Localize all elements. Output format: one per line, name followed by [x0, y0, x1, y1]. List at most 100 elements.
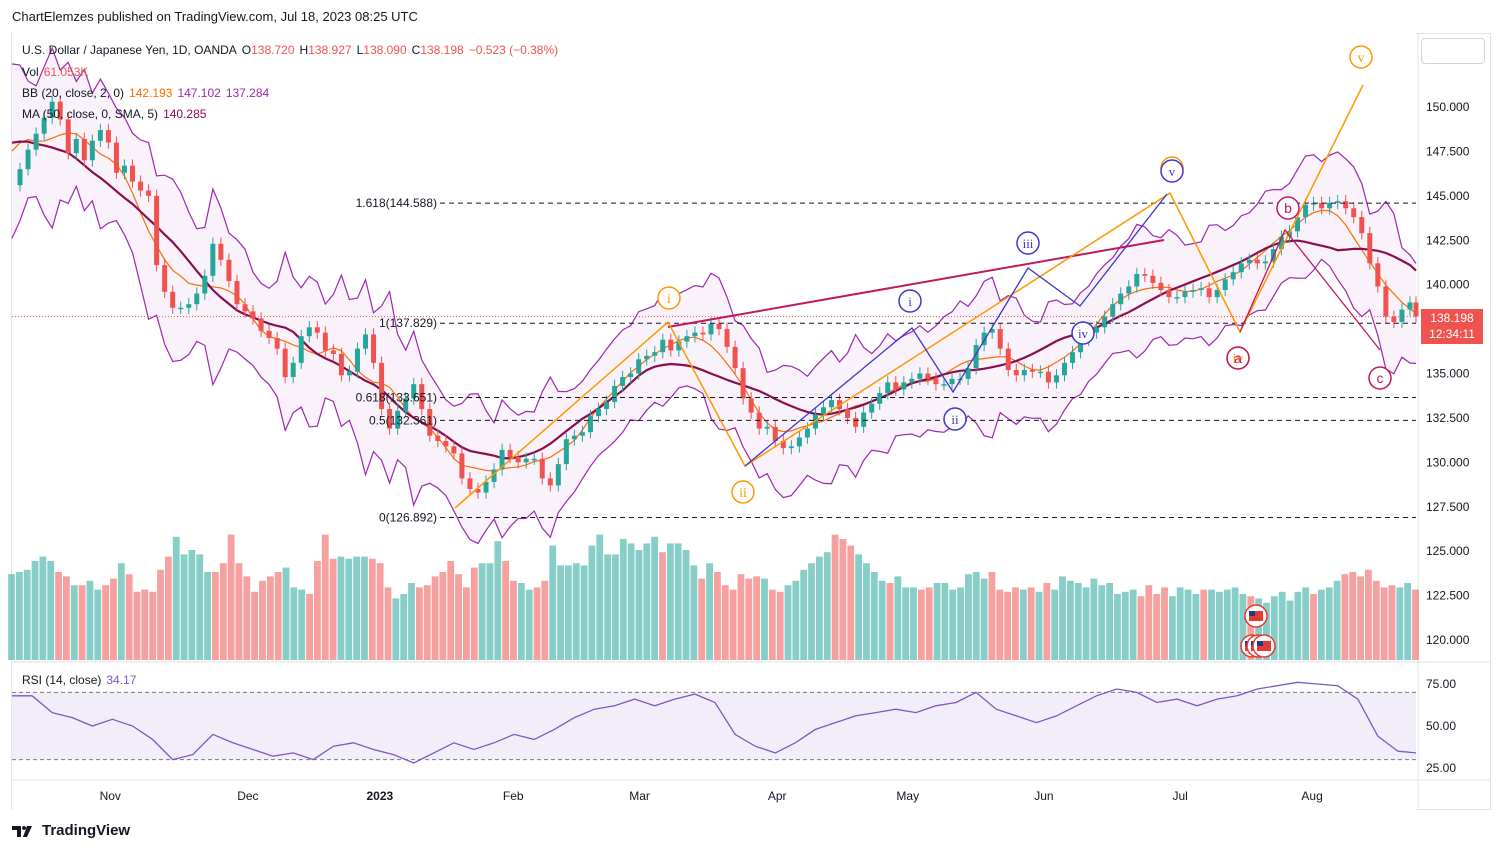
volume-bar [925, 587, 933, 660]
x-tick-label: Feb [503, 789, 524, 803]
candle-body [1134, 274, 1140, 287]
candle-body [1078, 339, 1084, 353]
candle-body [105, 130, 111, 143]
wave-label-circle [1368, 366, 1392, 390]
candle-body [885, 382, 891, 394]
volume-bar [23, 569, 31, 660]
legend-o-label: O [241, 43, 252, 57]
volume-bar [133, 591, 141, 660]
candle-body [901, 382, 907, 390]
bb-upper-line [11, 46, 1417, 425]
volume-bar [580, 565, 588, 660]
volume-bar [784, 585, 792, 660]
y-tick-label: 130.000 [1426, 455, 1470, 469]
x-tick-label: Jun [1034, 789, 1053, 803]
candle-body [314, 327, 320, 333]
candle-body [692, 332, 698, 337]
volume-bar [525, 589, 533, 660]
volume-bar [463, 587, 470, 660]
volume-bar [1247, 596, 1255, 660]
candle-body [1094, 327, 1100, 333]
candle-body [700, 332, 706, 335]
price-scale-button[interactable] [1421, 38, 1485, 64]
volume-bar [557, 565, 564, 660]
volume-bar [1082, 587, 1090, 660]
fib-level-label: 1.618(144.588) [356, 196, 437, 210]
candle-body [1142, 274, 1148, 276]
wave-label: c [1377, 370, 1384, 386]
candle-body [1343, 201, 1349, 209]
volume-bar [541, 580, 549, 660]
candle-body [411, 384, 417, 399]
wave-label-circle [1349, 45, 1373, 69]
candle-body [620, 377, 626, 386]
candle-body [379, 362, 385, 410]
volume-bar [423, 585, 431, 660]
ma-line [11, 140, 1417, 460]
volume-bar [1263, 602, 1270, 660]
candle-body [218, 243, 224, 260]
candle-body [1262, 261, 1268, 264]
candle-body [612, 385, 618, 402]
bb-fill [12, 48, 1416, 544]
volume-bar [917, 589, 925, 660]
volume-bar [282, 567, 290, 660]
wave-channel-line [667, 239, 1165, 328]
candle-body [1005, 348, 1011, 370]
volume-bar [674, 543, 682, 660]
volume-bar [1404, 583, 1412, 660]
candle-body [1238, 263, 1244, 273]
candle-body [499, 449, 505, 470]
candle-body [917, 373, 923, 379]
candle-body [796, 437, 802, 447]
volume-bar [274, 572, 282, 660]
volume-bar [86, 580, 94, 660]
candle-body [1311, 202, 1317, 205]
candle-body [877, 393, 883, 404]
volume-bar [1066, 580, 1074, 660]
candle-body [1367, 233, 1373, 264]
candle-body [587, 416, 593, 433]
volume-bar [690, 565, 698, 660]
volume-bar [55, 572, 62, 660]
candle-body [65, 119, 71, 154]
candle-body [121, 165, 127, 173]
candle-body [234, 281, 240, 305]
legend-open: 138.720 [251, 43, 295, 57]
volume-bar [1302, 587, 1310, 660]
volume-bar [753, 576, 761, 660]
candle-body [1351, 208, 1357, 218]
candle-body [684, 336, 690, 342]
candle-body [346, 371, 352, 376]
candle-body [981, 332, 987, 346]
candle-body [596, 409, 602, 417]
volume-bar [1106, 583, 1114, 660]
volume-bar [721, 585, 729, 660]
volume-bar [345, 558, 353, 660]
candle-body [178, 307, 184, 310]
candle-body [483, 481, 489, 493]
wave-label: iv [1078, 326, 1089, 341]
candle-body [1045, 371, 1051, 383]
volume-bar [619, 539, 627, 660]
volume-bar [996, 589, 1004, 660]
volume-bar [39, 556, 47, 660]
legend-l-label: L [356, 43, 364, 57]
tradingview-brand[interactable]: TradingView [12, 822, 130, 839]
candle-body [893, 382, 899, 390]
wave-label-circle [1160, 159, 1184, 183]
legend-high: 138.927 [308, 43, 352, 57]
candle-body [909, 378, 915, 383]
x-tick-label: Apr [768, 789, 787, 803]
volume-bar [792, 580, 800, 660]
candle-body [33, 133, 39, 150]
candle-body [660, 339, 666, 353]
y-tick-label: 142.500 [1426, 233, 1470, 247]
volume-bar [886, 583, 894, 660]
y-tick-label: 127.500 [1426, 500, 1470, 514]
y-tick-label: 120.000 [1426, 633, 1470, 647]
candle-body [258, 318, 264, 331]
candle-body [266, 330, 272, 338]
candle-body [435, 435, 441, 442]
